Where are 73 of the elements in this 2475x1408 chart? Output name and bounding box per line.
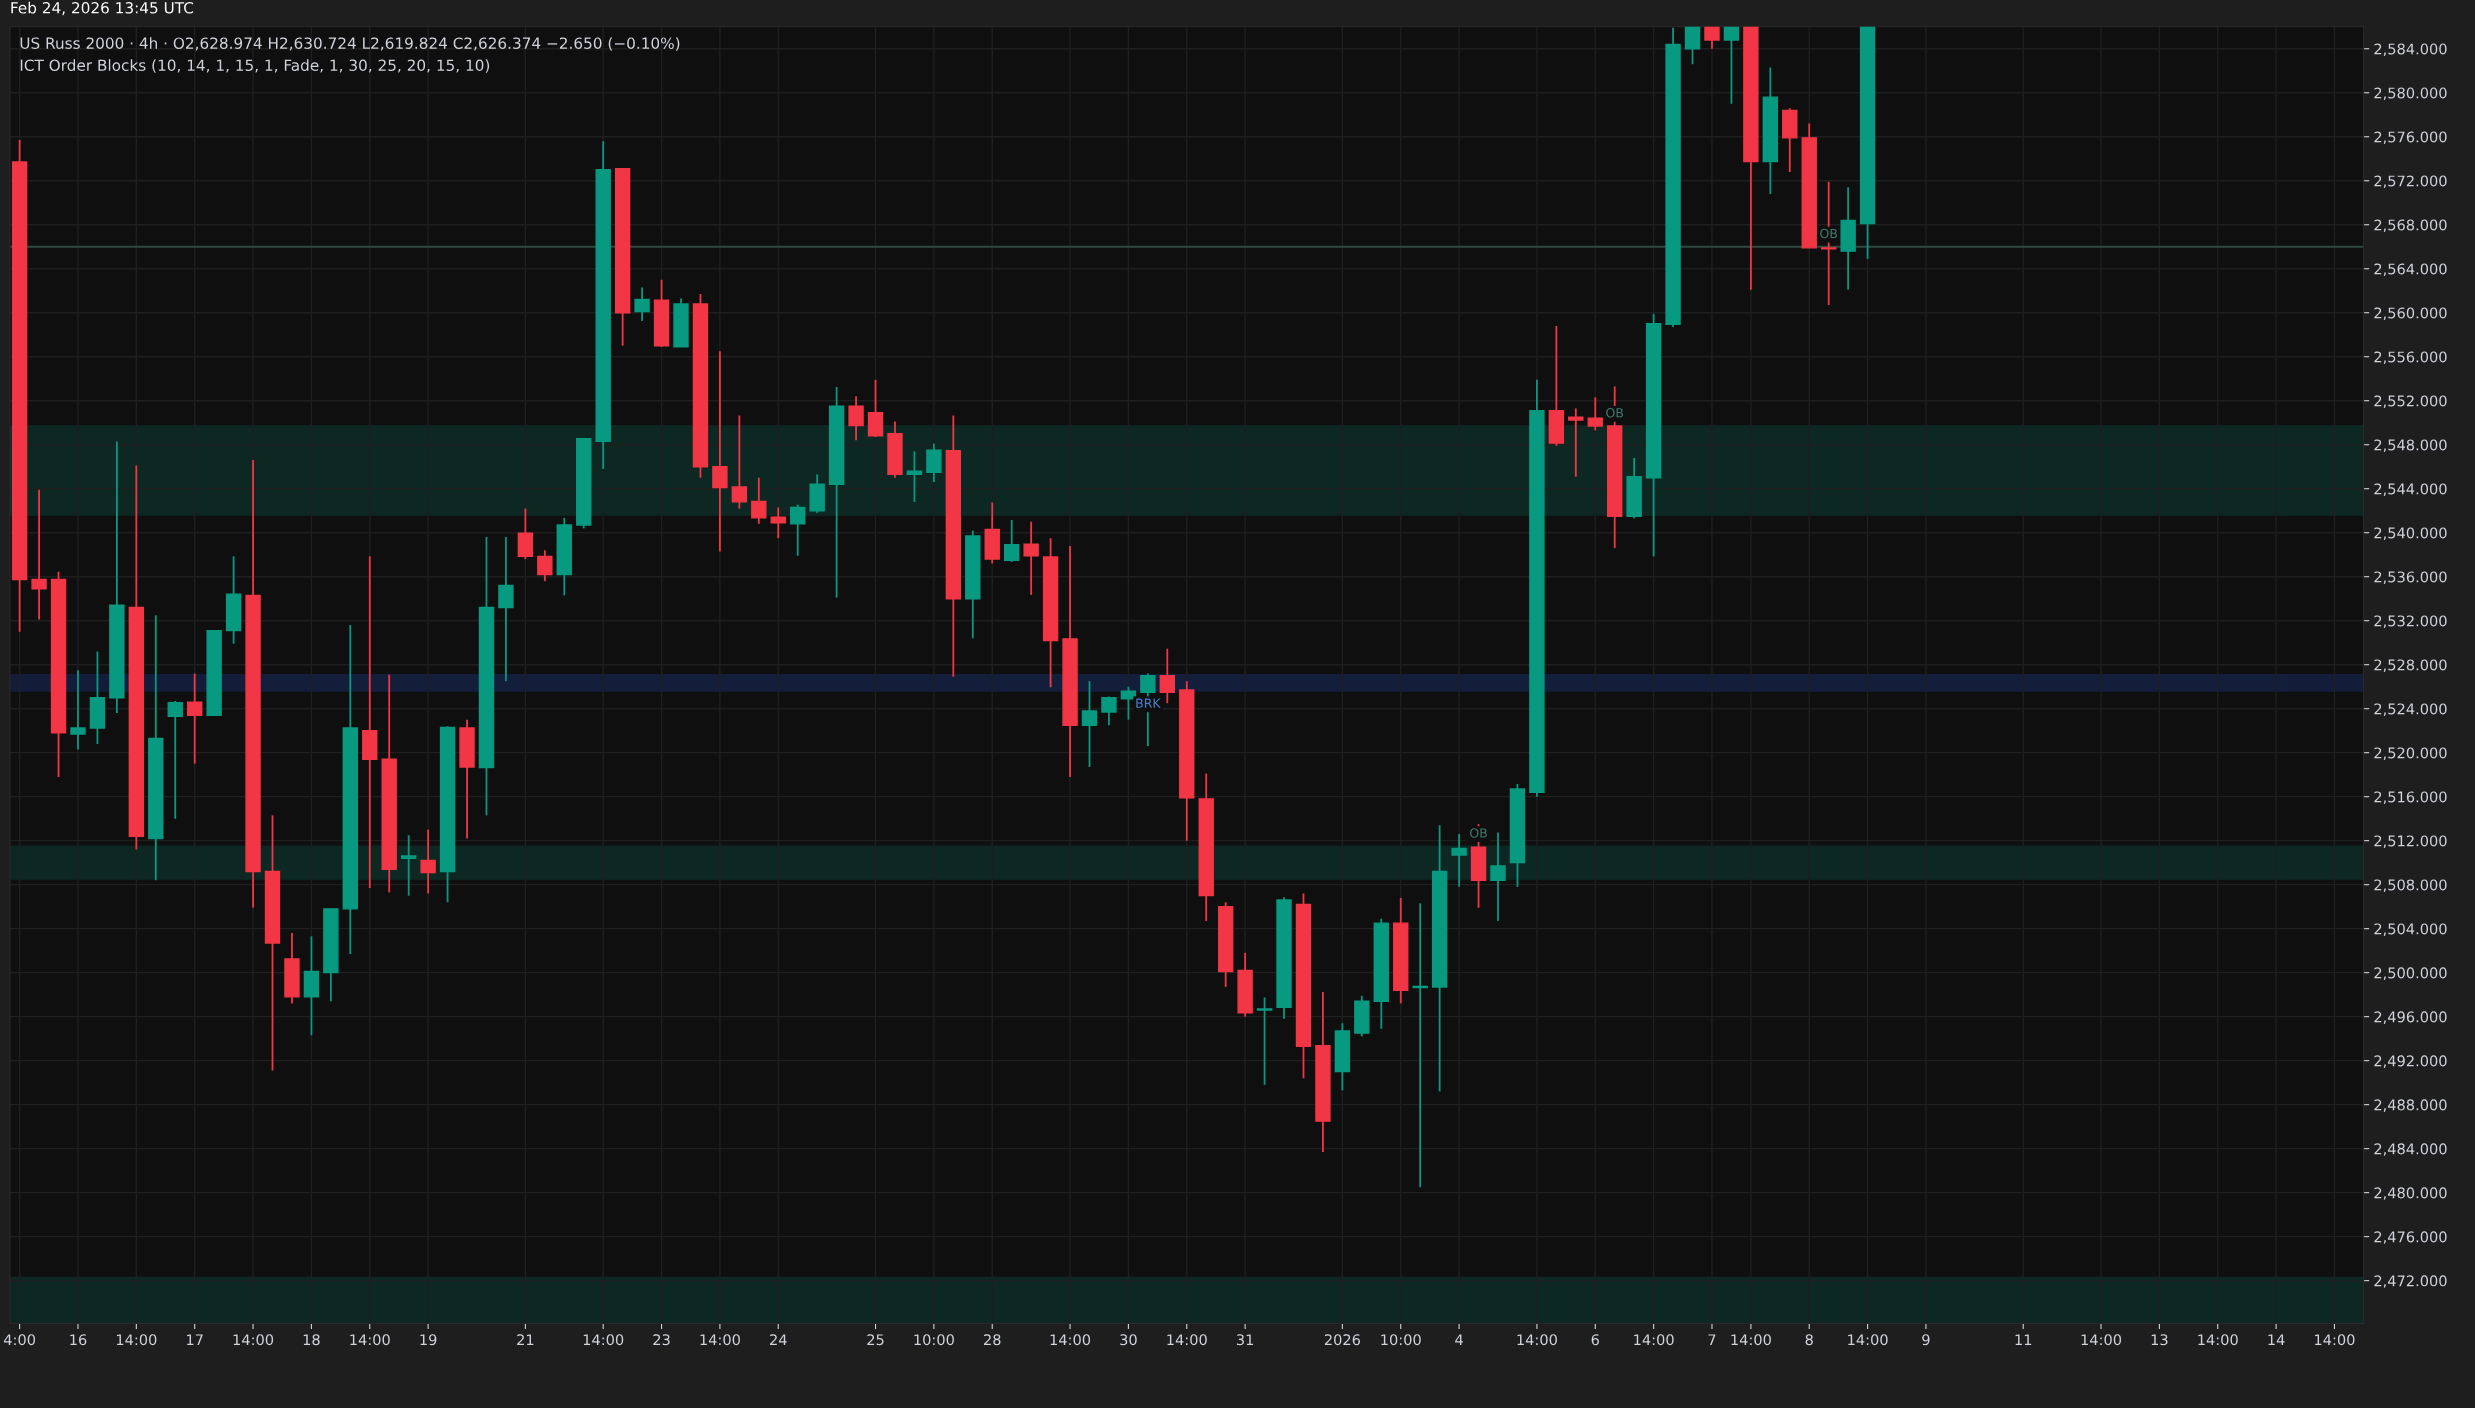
x-tick-label: 14:00 [116,1334,157,1346]
x-tick-label: 11 [2015,1334,2032,1346]
y-tick-label: 2,508.000 [2374,879,2447,892]
y-tick-label: 2,500.000 [2374,967,2447,980]
y-tick-label: 2,540.000 [2374,527,2447,540]
x-tick-label: 21 [517,1334,534,1346]
y-tick-label: 2,516.000 [2374,791,2447,804]
x-tick-label: 14:00 [2315,1334,2355,1346]
x-tick-label: 14:00 [700,1334,740,1346]
x-tick-label: 4 [1455,1334,1463,1346]
x-tick-label: 10:00 [1381,1334,1421,1346]
x-tick-label: 10:00 [914,1334,954,1346]
x-tick-label: 19 [420,1334,437,1346]
y-tick-label: 2,556.000 [2374,351,2447,364]
text: ICT Order Blocks (10, 14, 1, 15, 1, Fade, 1, 30, 25, 20, 15, 10) [20,59,490,73]
x-tick-label: 14:00 [1517,1334,1557,1346]
x-tick-label: 17 [187,1334,203,1346]
y-tick-label: 2,480.000 [2374,1187,2447,1200]
y-tick-label: 2,576.000 [2374,131,2447,144]
y-tick-label: 2,544.000 [2374,483,2447,496]
x-tick-label: 14:00 [233,1334,274,1346]
text: US Russ 2000 · 4h · O2,628.974 H2,630.724 L2,619.824 C2,626.374 −2.650 (−0.10%) [20,37,680,51]
y-tick-label: 2,532.000 [2374,615,2447,628]
annotation: OB [1820,228,1838,239]
y-tick-label: 2,564.000 [2374,263,2447,276]
x-tick-label: 14:00 [1731,1334,1771,1346]
x-tick-label: 6 [1591,1334,1599,1346]
annotation: BRK [1136,698,1161,708]
x-tick-label: 14:00 [1050,1334,1091,1346]
x-tick-label: 30 [1120,1334,1137,1346]
x-tick-label: 14:00 [1167,1334,1207,1346]
y-tick-label: 2,496.000 [2374,1011,2447,1024]
x-tick-label: 18 [303,1334,320,1346]
y-tick-label: 2,520.000 [2374,747,2447,760]
x-tick-label: 28 [984,1334,1001,1346]
y-tick-label: 2,476.000 [2374,1231,2447,1244]
y-tick-label: 2,504.000 [2374,923,2447,936]
x-tick-label: 14:00 [350,1334,390,1346]
y-tick-label: 2,472.000 [2374,1275,2447,1288]
x-tick-label: 31 [1236,1334,1254,1346]
annotation: OB [1606,408,1624,418]
y-tick-label: 2,524.000 [2374,703,2447,716]
x-tick-label: 2026 [1324,1334,1361,1346]
y-tick-label: 2,560.000 [2374,307,2447,320]
x-tick-label: 9 [1922,1334,1930,1346]
x-tick-label: 14:00 [1848,1334,1888,1346]
x-tick-label: 25 [867,1334,884,1346]
x-tick-label: 8 [1805,1334,1813,1346]
y-tick-label: 2,548.000 [2374,439,2447,452]
y-tick-label: 2,484.000 [2374,1143,2447,1156]
x-tick-label: 7 [1708,1334,1716,1346]
y-tick-label: 2,536.000 [2374,571,2447,584]
text: Feb 24, 2026 13:45 UTC [11,1,194,16]
x-tick-label: 14 [2268,1334,2285,1346]
y-tick-label: 2,528.000 [2374,659,2447,672]
x-tick-label: 14:00 [583,1334,624,1346]
x-tick-label: 13 [2151,1334,2168,1346]
y-tick-label: 2,512.000 [2374,835,2447,848]
y-tick-label: 2,552.000 [2374,395,2447,408]
y-tick-label: 2,488.000 [2374,1099,2447,1112]
x-tick-label: 23 [653,1334,670,1346]
x-tick-label: 14:00 [2198,1334,2238,1346]
y-tick-label: 2,492.000 [2374,1055,2447,1068]
x-tick-label: 14:00 [1634,1334,1674,1346]
annotation: OB [1470,828,1487,838]
y-tick-label: 2,568.000 [2374,219,2447,232]
x-tick-label: 14:00 [2081,1334,2122,1346]
y-tick-label: 2,584.000 [2374,43,2447,56]
y-tick-label: 2,580.000 [2374,87,2447,100]
x-tick-label: 16 [70,1334,87,1346]
x-tick-label: 4:00 [3,1334,36,1346]
x-tick-label: 24 [770,1334,787,1346]
y-tick-label: 2,572.000 [2374,175,2447,188]
